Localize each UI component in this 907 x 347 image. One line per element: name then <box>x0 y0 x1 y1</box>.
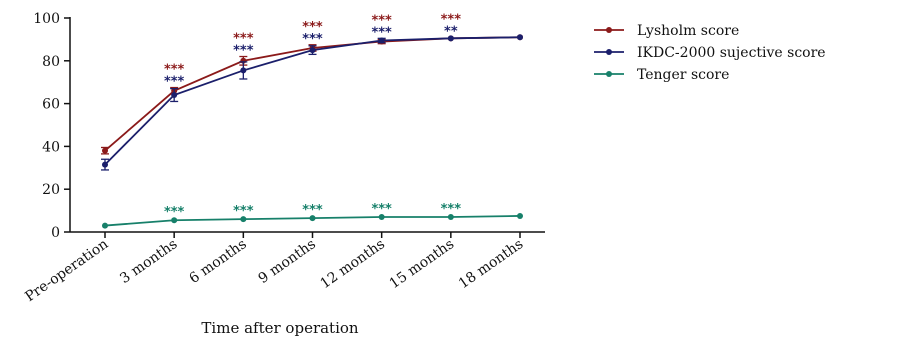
data-point <box>102 222 108 229</box>
x-tick-label: 12 months <box>318 236 388 292</box>
data-point <box>171 92 178 99</box>
data-point <box>102 161 108 168</box>
y-tick-label: 20 <box>42 182 60 198</box>
y-tick-label: 80 <box>42 54 60 70</box>
legend-swatch-marker <box>606 49 612 55</box>
significance-label: *** <box>371 202 392 217</box>
significance-label: *** <box>302 20 323 35</box>
y-tick-label: 0 <box>51 225 60 241</box>
data-point <box>378 214 385 221</box>
significance-label: *** <box>233 44 254 59</box>
data-point <box>102 147 108 154</box>
significance-label: *** <box>233 32 254 47</box>
x-tick-label: 9 months <box>256 236 319 287</box>
significance-label: *** <box>302 203 323 218</box>
data-point <box>378 37 385 44</box>
data-point <box>447 214 454 221</box>
x-tick-label: 18 months <box>456 236 526 292</box>
significance-label: *** <box>164 75 185 90</box>
series-1 <box>101 34 523 171</box>
data-point <box>240 67 247 74</box>
significance-label: *** <box>302 32 323 47</box>
significance-label: *** <box>164 63 185 78</box>
significance-label: *** <box>371 13 392 28</box>
legend: Lysholm score IKDC-2000 sujective score Te… <box>594 23 826 83</box>
y-tick-label: 60 <box>42 97 60 113</box>
axes <box>69 17 545 233</box>
data-point <box>240 216 247 223</box>
data-point <box>309 47 316 54</box>
x-tick-label: 3 months <box>117 236 180 287</box>
data-point <box>447 35 454 42</box>
significance-label: ** <box>444 24 458 39</box>
y-tick-label: 40 <box>42 139 60 155</box>
series-2 <box>102 212 523 229</box>
legend-swatch-marker <box>606 27 612 33</box>
series-layer <box>101 34 523 229</box>
data-point <box>517 34 523 41</box>
legend-label: Lysholm score <box>637 23 739 39</box>
x-axis-title: Time after operation <box>201 319 358 337</box>
significance-label: *** <box>233 204 254 219</box>
significance-markers: ****************************************… <box>164 12 461 220</box>
legend-label: Tenger score <box>637 67 729 83</box>
data-point <box>171 217 178 224</box>
significance-label: *** <box>441 202 462 217</box>
series-line <box>104 36 521 166</box>
legend-label: IKDC-2000 sujective score <box>637 45 826 61</box>
significance-label: *** <box>371 25 392 40</box>
legend-swatch-marker <box>606 71 612 77</box>
y-ticks: 0 20 40 60 80 100 <box>33 11 70 241</box>
x-tick-label: Pre-operation <box>22 236 111 305</box>
y-tick-label: 100 <box>33 11 60 27</box>
x-tick-label: 6 months <box>186 236 249 287</box>
x-tick-label: 15 months <box>387 236 457 292</box>
data-point <box>309 215 316 222</box>
data-point <box>517 212 523 219</box>
significance-label: *** <box>164 205 185 220</box>
x-ticks: Pre-operation 3 months 6 months 9 months12 … <box>22 232 526 305</box>
significance-label: *** <box>441 12 462 27</box>
